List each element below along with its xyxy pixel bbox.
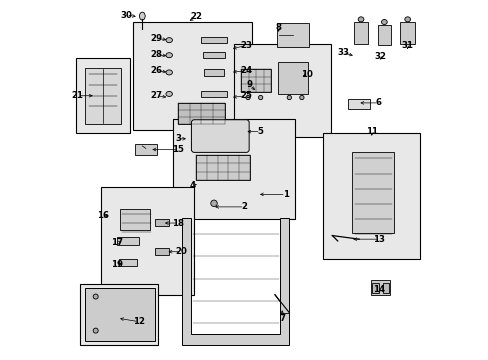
Ellipse shape [357, 17, 363, 22]
Ellipse shape [258, 95, 262, 100]
Text: 33: 33 [336, 48, 348, 57]
Text: 28: 28 [150, 50, 163, 59]
Bar [133, 22, 251, 130]
Bar [382, 283, 388, 293]
Text: 3: 3 [175, 134, 181, 143]
Bar [76, 58, 129, 134]
Ellipse shape [245, 95, 250, 100]
Text: 17: 17 [111, 238, 123, 247]
Text: 21: 21 [72, 91, 83, 100]
Ellipse shape [404, 17, 410, 22]
Bar [371, 283, 378, 293]
Bar [203, 52, 224, 58]
Text: 4: 4 [189, 181, 195, 190]
Ellipse shape [165, 91, 172, 96]
Bar [277, 62, 307, 94]
Bar [178, 103, 224, 125]
Ellipse shape [286, 95, 291, 100]
Bar [155, 219, 168, 226]
Ellipse shape [93, 328, 98, 333]
Bar [101, 187, 194, 295]
Bar [347, 99, 369, 109]
Bar [377, 25, 390, 45]
Text: 27: 27 [150, 91, 163, 100]
Text: 31: 31 [401, 41, 413, 50]
Ellipse shape [139, 12, 145, 20]
Text: 7: 7 [279, 314, 285, 323]
Text: 8: 8 [275, 23, 281, 32]
Text: 32: 32 [374, 52, 386, 61]
Text: 11: 11 [365, 127, 377, 136]
Ellipse shape [93, 294, 98, 299]
Text: 26: 26 [150, 66, 163, 75]
Bar [203, 69, 224, 76]
Bar [117, 237, 139, 245]
Bar [120, 209, 150, 230]
Bar [135, 144, 157, 154]
Bar [353, 22, 367, 44]
Bar [196, 155, 249, 180]
Ellipse shape [165, 38, 172, 42]
Text: 5: 5 [257, 127, 263, 136]
Text: 14: 14 [372, 285, 384, 294]
Ellipse shape [210, 200, 217, 207]
Bar [323, 134, 419, 259]
Bar [119, 258, 137, 266]
Bar [200, 37, 227, 43]
Text: 22: 22 [190, 12, 202, 21]
Bar [201, 91, 226, 97]
Text: 16: 16 [97, 211, 109, 220]
Text: 12: 12 [132, 317, 144, 326]
Text: 9: 9 [246, 81, 252, 90]
Text: 6: 6 [375, 98, 381, 107]
Ellipse shape [381, 19, 386, 24]
Bar [241, 69, 271, 92]
Ellipse shape [165, 53, 172, 58]
Text: 30: 30 [120, 10, 132, 19]
Bar [155, 248, 168, 255]
FancyBboxPatch shape [191, 120, 249, 152]
Text: 19: 19 [111, 260, 123, 269]
Polygon shape [182, 218, 289, 345]
Bar [172, 119, 294, 220]
Bar [233, 44, 330, 137]
Bar [351, 152, 393, 233]
Text: 29: 29 [150, 34, 163, 43]
Text: 23: 23 [240, 41, 252, 50]
Bar [276, 23, 308, 47]
Ellipse shape [165, 70, 172, 75]
Polygon shape [85, 288, 155, 341]
Text: 25: 25 [240, 91, 252, 100]
Bar [371, 280, 389, 295]
Text: 15: 15 [172, 145, 183, 154]
Text: 10: 10 [301, 70, 312, 79]
Ellipse shape [299, 95, 304, 100]
Text: 24: 24 [240, 66, 252, 75]
Bar [80, 284, 158, 345]
Bar [85, 68, 121, 123]
Text: 1: 1 [282, 190, 288, 199]
Bar [400, 22, 414, 44]
Text: 18: 18 [172, 219, 184, 228]
Text: 2: 2 [241, 202, 247, 211]
Text: 20: 20 [176, 247, 187, 256]
Text: 13: 13 [372, 235, 384, 244]
